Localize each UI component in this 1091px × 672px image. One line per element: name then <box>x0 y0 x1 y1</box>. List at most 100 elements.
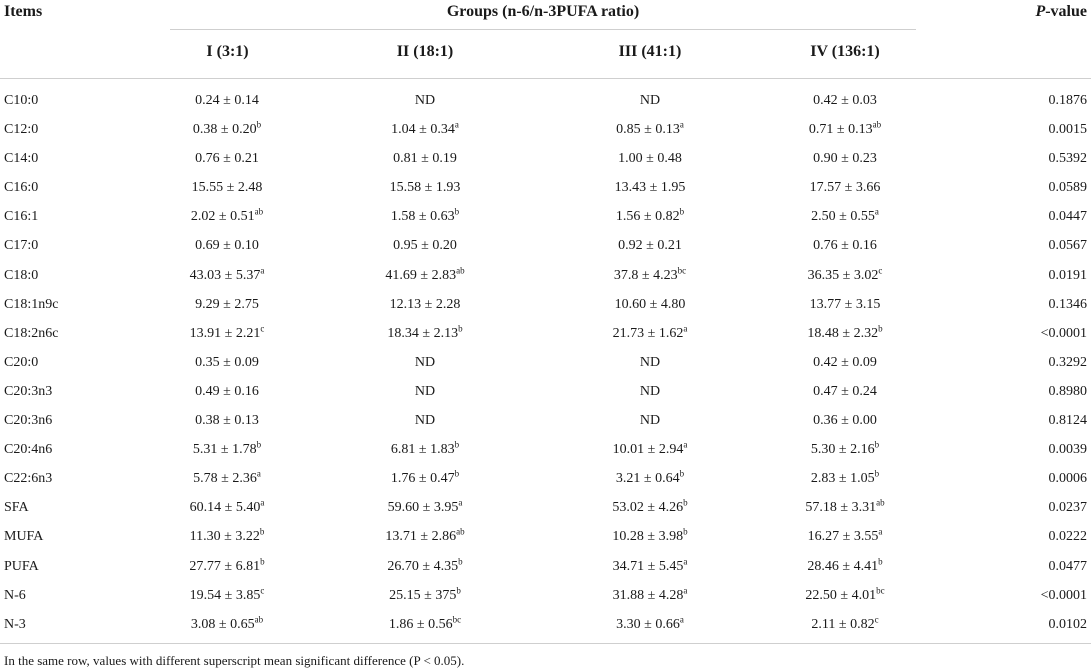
mean-sd-value: 19.54 ± 3.85 <box>189 587 261 603</box>
group-value-cell: 0.90 ± 0.23 <box>755 151 935 167</box>
p-value-cell: 0.3292 <box>1048 354 1088 370</box>
mean-sd-value: 27.77 ± 6.81 <box>189 558 261 574</box>
group-value-cell: 53.02 ± 4.26b <box>560 498 740 516</box>
table-row: C18:2n6c 13.91 ± 2.21c 18.34 ± 2.13b 21.73 … <box>0 321 1091 350</box>
group-value-cell: 18.34 ± 2.13b <box>335 324 515 342</box>
table-row: C16:1 2.02 ± 0.51ab 1.58 ± 0.63b 1.56 ± 0.8… <box>0 204 1091 233</box>
group-value-cell: ND <box>335 355 515 371</box>
table-row: C20:4n6 5.31 ± 1.78b 6.81 ± 1.83b 10.01 ± 2… <box>0 437 1091 466</box>
mean-sd-value: 0.85 ± 0.13 <box>616 122 680 138</box>
significance-superscript: b <box>454 468 460 479</box>
mean-sd-value: 36.35 ± 3.02 <box>807 267 879 283</box>
group-value-cell: 13.71 ± 2.86ab <box>335 527 515 545</box>
table-row: C22:6n3 5.78 ± 2.36a 1.76 ± 0.47b 3.21 ± 0.… <box>0 466 1091 495</box>
mean-sd-value: ND <box>414 93 436 108</box>
significance-superscript: a <box>260 264 265 275</box>
significance-superscript: ab <box>872 119 882 130</box>
row-item-label: MUFA <box>4 529 44 545</box>
group-value-cell: 0.92 ± 0.21 <box>560 238 740 254</box>
significance-superscript: ab <box>254 614 264 625</box>
group-value-cell: 18.48 ± 2.32b <box>755 324 935 342</box>
significance-superscript: b <box>458 555 463 566</box>
significance-superscript: b <box>256 119 262 130</box>
mean-sd-value: 21.73 ± 1.62 <box>612 325 684 341</box>
table-row: C14:0 0.76 ± 0.21 0.81 ± 0.19 1.00 ± 0.48 0.… <box>0 146 1091 175</box>
table-row: C17:0 0.69 ± 0.10 0.95 ± 0.20 0.92 ± 0.21 0.… <box>0 233 1091 262</box>
group-value-cell: 1.04 ± 0.34a <box>335 120 515 138</box>
group-value-cell: 34.71 ± 5.45a <box>560 555 740 575</box>
group-header-iii: III (41:1) <box>618 43 682 60</box>
row-item-label: C17:0 <box>4 238 39 254</box>
row-item-label: C18:1n9c <box>4 296 59 312</box>
mean-sd-value: 3.30 ± 0.66 <box>616 616 680 632</box>
group-value-cell: 2.02 ± 0.51ab <box>137 207 317 225</box>
groups-column-header: Groups (n-6/n-3PUFA ratio) <box>446 3 640 20</box>
table-bottom-rule <box>0 643 1091 644</box>
group-value-cell: 19.54 ± 3.85c <box>137 584 317 604</box>
group-value-cell: 5.30 ± 2.16b <box>755 439 935 458</box>
table-row: C20:3n3 0.49 ± 0.16 ND ND 0.47 ± 0.24 0.8980 <box>0 379 1091 408</box>
mean-sd-value: ND <box>414 383 436 399</box>
significance-superscript: b <box>874 439 880 450</box>
mean-sd-value: 2.50 ± 0.55 <box>811 209 875 225</box>
mean-sd-value: ND <box>414 413 436 429</box>
group-value-cell: 43.03 ± 5.37a <box>137 264 317 284</box>
group-value-cell: 0.69 ± 0.10 <box>137 238 317 254</box>
group-value-cell: 1.76 ± 0.47b <box>335 468 515 487</box>
group-value-cell: 0.49 ± 0.16 <box>137 384 317 400</box>
group-value-cell: 3.30 ± 0.66a <box>560 615 740 633</box>
row-item-label: C22:6n3 <box>4 471 53 487</box>
significance-superscript: a <box>683 584 688 595</box>
group-value-cell: 0.42 ± 0.03 <box>755 93 935 109</box>
significance-superscript: a <box>874 206 879 217</box>
mean-sd-value: 0.90 ± 0.23 <box>813 151 877 167</box>
mean-sd-value: ND <box>639 354 661 370</box>
mean-sd-value: 59.60 ± 3.95 <box>387 500 459 516</box>
group-value-cell: 1.58 ± 0.63b <box>335 207 515 225</box>
mean-sd-value: 0.76 ± 0.21 <box>195 151 259 167</box>
mean-sd-value: 41.69 ± 2.83 <box>385 267 457 283</box>
significance-superscript: c <box>260 584 265 595</box>
group-value-cell: 0.85 ± 0.13a <box>560 119 740 138</box>
mean-sd-value: 9.29 ± 2.75 <box>195 296 259 312</box>
mean-sd-value: 31.88 ± 4.28 <box>612 587 684 603</box>
mean-sd-value: ND <box>639 413 661 429</box>
group-value-cell: 13.91 ± 2.21c <box>137 324 317 342</box>
significance-superscript: a <box>878 526 883 537</box>
group-value-cell: 41.69 ± 2.83ab <box>335 265 515 284</box>
table-row: C18:0 43.03 ± 5.37a 41.69 ± 2.83ab 37.8 ± 4… <box>0 263 1091 292</box>
row-item-label: C20:4n6 <box>4 442 53 458</box>
group-value-cell: 25.15 ± 375b <box>335 584 515 604</box>
mean-sd-value: 0.35 ± 0.09 <box>195 354 259 370</box>
group-value-cell: 11.30 ± 3.22b <box>137 527 317 545</box>
group-value-cell: 0.76 ± 0.16 <box>755 238 935 254</box>
table-row: C20:3n6 0.38 ± 0.13 ND ND 0.36 ± 0.00 0.8124 <box>0 408 1091 437</box>
group-value-cell: 0.35 ± 0.09 <box>137 355 317 371</box>
mean-sd-value: 0.47 ± 0.24 <box>813 383 877 399</box>
significance-superscript: a <box>683 439 688 450</box>
significance-superscript: a <box>679 119 684 130</box>
significance-superscript: b <box>456 584 461 595</box>
p-value-cell: <0.0001 <box>1040 587 1087 603</box>
mean-sd-value: 1.04 ± 0.34 <box>391 122 455 138</box>
mean-sd-value: 12.13 ± 2.28 <box>389 296 461 312</box>
mean-sd-value: 2.02 ± 0.51 <box>190 209 255 225</box>
row-item-label: C18:2n6c <box>4 325 59 341</box>
group-value-cell: 9.29 ± 2.75 <box>137 297 317 313</box>
row-item-label: PUFA <box>4 558 39 574</box>
significance-superscript: a <box>683 323 688 334</box>
group-value-cell: 12.13 ± 2.28 <box>335 297 515 313</box>
significance-superscript: bc <box>876 584 885 595</box>
significance-superscript: a <box>683 555 688 566</box>
p-value-cell: 0.0039 <box>1048 442 1088 458</box>
mean-sd-value: ND <box>639 93 661 108</box>
group-value-cell: 16.27 ± 3.55a <box>755 526 935 545</box>
mean-sd-value: 11.30 ± 3.22 <box>189 529 260 545</box>
mean-sd-value: 0.24 ± 0.14 <box>195 93 259 108</box>
group-value-cell: 1.56 ± 0.82b <box>560 207 740 225</box>
p-value-cell: 0.0447 <box>1048 209 1088 225</box>
group-value-cell: 57.18 ± 3.31ab <box>755 498 935 516</box>
table-row: C10:0 0.24 ± 0.14 ND ND 0.42 ± 0.03 0.1876 <box>0 88 1091 117</box>
row-item-label: SFA <box>4 500 29 516</box>
significance-superscript: b <box>260 555 265 566</box>
